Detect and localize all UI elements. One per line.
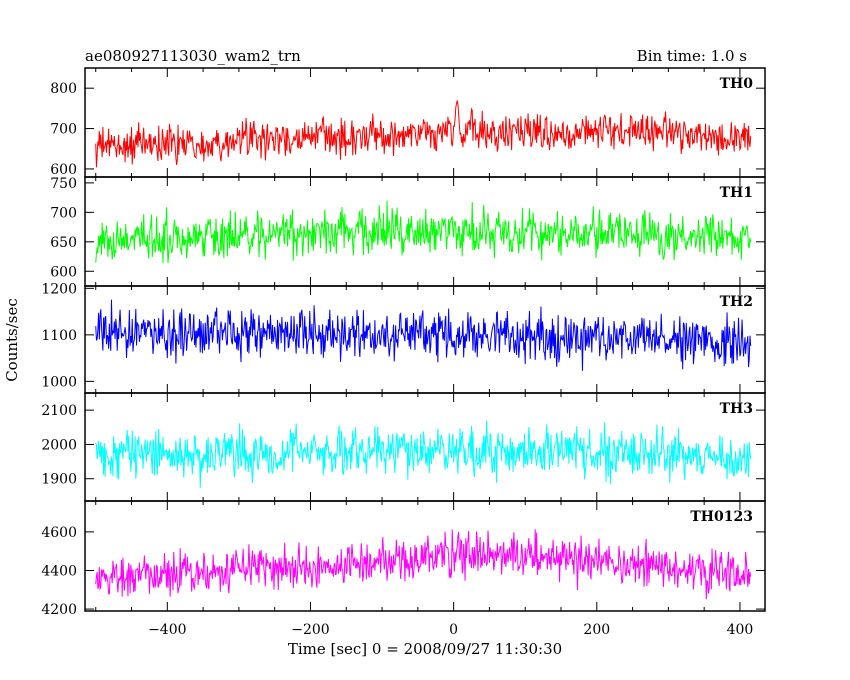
y-tick-label: 750 xyxy=(50,176,77,192)
x-tick-label: −400 xyxy=(148,622,186,638)
y-tick-label: 2100 xyxy=(41,403,77,419)
series-line-th0123 xyxy=(95,529,752,600)
y-tick-label: 4600 xyxy=(41,525,77,541)
y-tick-label: 700 xyxy=(50,122,77,138)
panel-label-th2: TH2 xyxy=(720,294,753,310)
y-tick-label: 1200 xyxy=(41,281,77,297)
series-line-th1 xyxy=(95,200,752,264)
panel-th1: 600 650 700 750 TH1 xyxy=(50,176,766,287)
x-axis-title: Time [sec] 0 = 2008/09/27 11:30:30 xyxy=(288,640,562,658)
panel-label-th3: TH3 xyxy=(720,401,753,417)
x-tick-label: 0 xyxy=(449,622,458,638)
y-tick-label: 700 xyxy=(50,205,77,221)
x-tick-label: 200 xyxy=(583,622,610,638)
series-line-th2 xyxy=(95,299,752,371)
y-tick-label: 600 xyxy=(50,264,77,280)
y-tick-label: 4400 xyxy=(41,563,77,579)
panel-th2: 1000 1100 1200 TH2 xyxy=(41,281,766,394)
y-tick-label: 1000 xyxy=(41,374,77,390)
panels-group: 600 700 800 TH0 600 650 700 750 TH1 1000 1100 1200 T… xyxy=(41,67,766,618)
series-line-th0 xyxy=(95,100,752,168)
y-tick-label: 1900 xyxy=(41,472,77,488)
chart-title: ae080927113030_wam2_trn xyxy=(85,47,301,65)
x-tick-label: −200 xyxy=(291,622,329,638)
y-axis-title: Counts/sec xyxy=(3,298,21,382)
x-axis: −400 −200 0 200 400 xyxy=(148,622,753,638)
y-tick-label: 4200 xyxy=(41,602,77,618)
y-tick-label: 650 xyxy=(50,235,77,251)
panel-th3: 1900 2000 2100 TH3 xyxy=(41,392,766,502)
y-tick-label: 2000 xyxy=(41,437,77,453)
y-tick-label: 1100 xyxy=(41,328,77,344)
panel-th0123: 4200 4400 4600 TH0123 xyxy=(41,500,766,618)
bin-time-label: Bin time: 1.0 s xyxy=(637,47,747,65)
panel-label-th0123: TH0123 xyxy=(690,509,753,525)
series-line-th3 xyxy=(95,420,752,488)
y-tick-label: 600 xyxy=(50,162,77,178)
panel-label-th0: TH0 xyxy=(720,76,754,92)
panel-th0: 600 700 800 TH0 xyxy=(50,67,766,178)
y-tick-label: 800 xyxy=(50,81,77,97)
panel-frame xyxy=(84,500,766,612)
x-tick-label: 400 xyxy=(727,622,754,638)
panel-label-th1: TH1 xyxy=(720,185,753,201)
